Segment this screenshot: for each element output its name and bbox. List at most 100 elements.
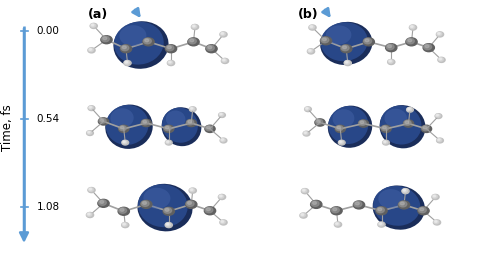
Circle shape: [186, 119, 196, 127]
Circle shape: [88, 213, 90, 215]
Text: 0.00: 0.00: [36, 26, 60, 36]
Circle shape: [410, 25, 416, 30]
Circle shape: [304, 132, 308, 135]
Circle shape: [166, 126, 169, 129]
Circle shape: [312, 202, 316, 204]
Circle shape: [192, 24, 198, 29]
Circle shape: [124, 61, 130, 64]
Circle shape: [205, 207, 213, 213]
Circle shape: [382, 126, 386, 129]
Circle shape: [438, 57, 445, 62]
Circle shape: [222, 58, 228, 63]
Circle shape: [118, 125, 129, 132]
Circle shape: [190, 188, 194, 192]
Circle shape: [190, 107, 194, 110]
Circle shape: [222, 59, 227, 62]
Ellipse shape: [110, 108, 134, 128]
Circle shape: [302, 189, 305, 191]
Circle shape: [164, 125, 174, 132]
Ellipse shape: [320, 22, 372, 65]
Circle shape: [221, 221, 224, 222]
Circle shape: [188, 121, 192, 123]
Ellipse shape: [372, 185, 425, 230]
Circle shape: [408, 108, 410, 110]
Circle shape: [186, 200, 197, 208]
Circle shape: [192, 25, 195, 27]
Circle shape: [100, 200, 104, 203]
Circle shape: [192, 25, 197, 28]
Circle shape: [220, 32, 227, 37]
Circle shape: [164, 126, 172, 131]
Circle shape: [354, 201, 364, 209]
Circle shape: [340, 45, 352, 53]
Circle shape: [143, 121, 146, 123]
Circle shape: [87, 131, 92, 134]
Circle shape: [219, 113, 224, 116]
Circle shape: [344, 61, 350, 64]
Circle shape: [376, 207, 387, 215]
Circle shape: [438, 33, 440, 34]
Circle shape: [422, 125, 432, 132]
Circle shape: [220, 195, 222, 197]
Circle shape: [305, 107, 310, 110]
Circle shape: [437, 32, 442, 36]
Text: (a): (a): [88, 8, 108, 21]
Ellipse shape: [120, 25, 146, 46]
Circle shape: [122, 140, 128, 145]
Circle shape: [304, 132, 306, 134]
Circle shape: [142, 202, 146, 204]
Circle shape: [424, 44, 432, 50]
Circle shape: [378, 208, 382, 211]
Circle shape: [338, 141, 344, 144]
Circle shape: [164, 208, 172, 213]
Circle shape: [118, 207, 130, 215]
Circle shape: [190, 39, 194, 42]
Circle shape: [388, 59, 395, 65]
Circle shape: [399, 201, 407, 207]
Circle shape: [405, 121, 409, 124]
Circle shape: [316, 119, 322, 124]
Circle shape: [92, 24, 94, 26]
Circle shape: [321, 37, 329, 43]
Circle shape: [120, 208, 124, 211]
Circle shape: [425, 45, 429, 48]
Circle shape: [220, 138, 227, 143]
Circle shape: [86, 131, 94, 135]
Circle shape: [382, 140, 390, 145]
Circle shape: [363, 38, 374, 46]
Circle shape: [221, 33, 224, 34]
Circle shape: [335, 125, 345, 132]
Circle shape: [304, 107, 312, 112]
Circle shape: [168, 46, 172, 49]
Circle shape: [346, 61, 348, 63]
Ellipse shape: [166, 111, 186, 128]
Circle shape: [402, 189, 407, 193]
Circle shape: [88, 131, 90, 133]
Circle shape: [310, 200, 322, 208]
Circle shape: [222, 139, 224, 141]
Circle shape: [88, 48, 95, 53]
Circle shape: [141, 201, 149, 206]
Circle shape: [218, 113, 226, 118]
Circle shape: [220, 138, 225, 142]
Circle shape: [88, 106, 95, 111]
Circle shape: [166, 141, 170, 144]
Circle shape: [190, 189, 193, 191]
Circle shape: [99, 118, 106, 123]
Circle shape: [422, 126, 429, 131]
Circle shape: [403, 189, 406, 191]
Circle shape: [400, 202, 404, 205]
Circle shape: [379, 223, 382, 225]
Circle shape: [418, 207, 429, 215]
Circle shape: [382, 126, 388, 131]
Circle shape: [365, 39, 369, 42]
Circle shape: [190, 108, 193, 109]
Circle shape: [331, 207, 342, 215]
Ellipse shape: [332, 109, 354, 128]
Circle shape: [168, 60, 174, 66]
Circle shape: [337, 126, 340, 129]
Circle shape: [306, 108, 308, 109]
Circle shape: [406, 107, 414, 112]
Circle shape: [434, 220, 440, 225]
Ellipse shape: [162, 107, 202, 146]
